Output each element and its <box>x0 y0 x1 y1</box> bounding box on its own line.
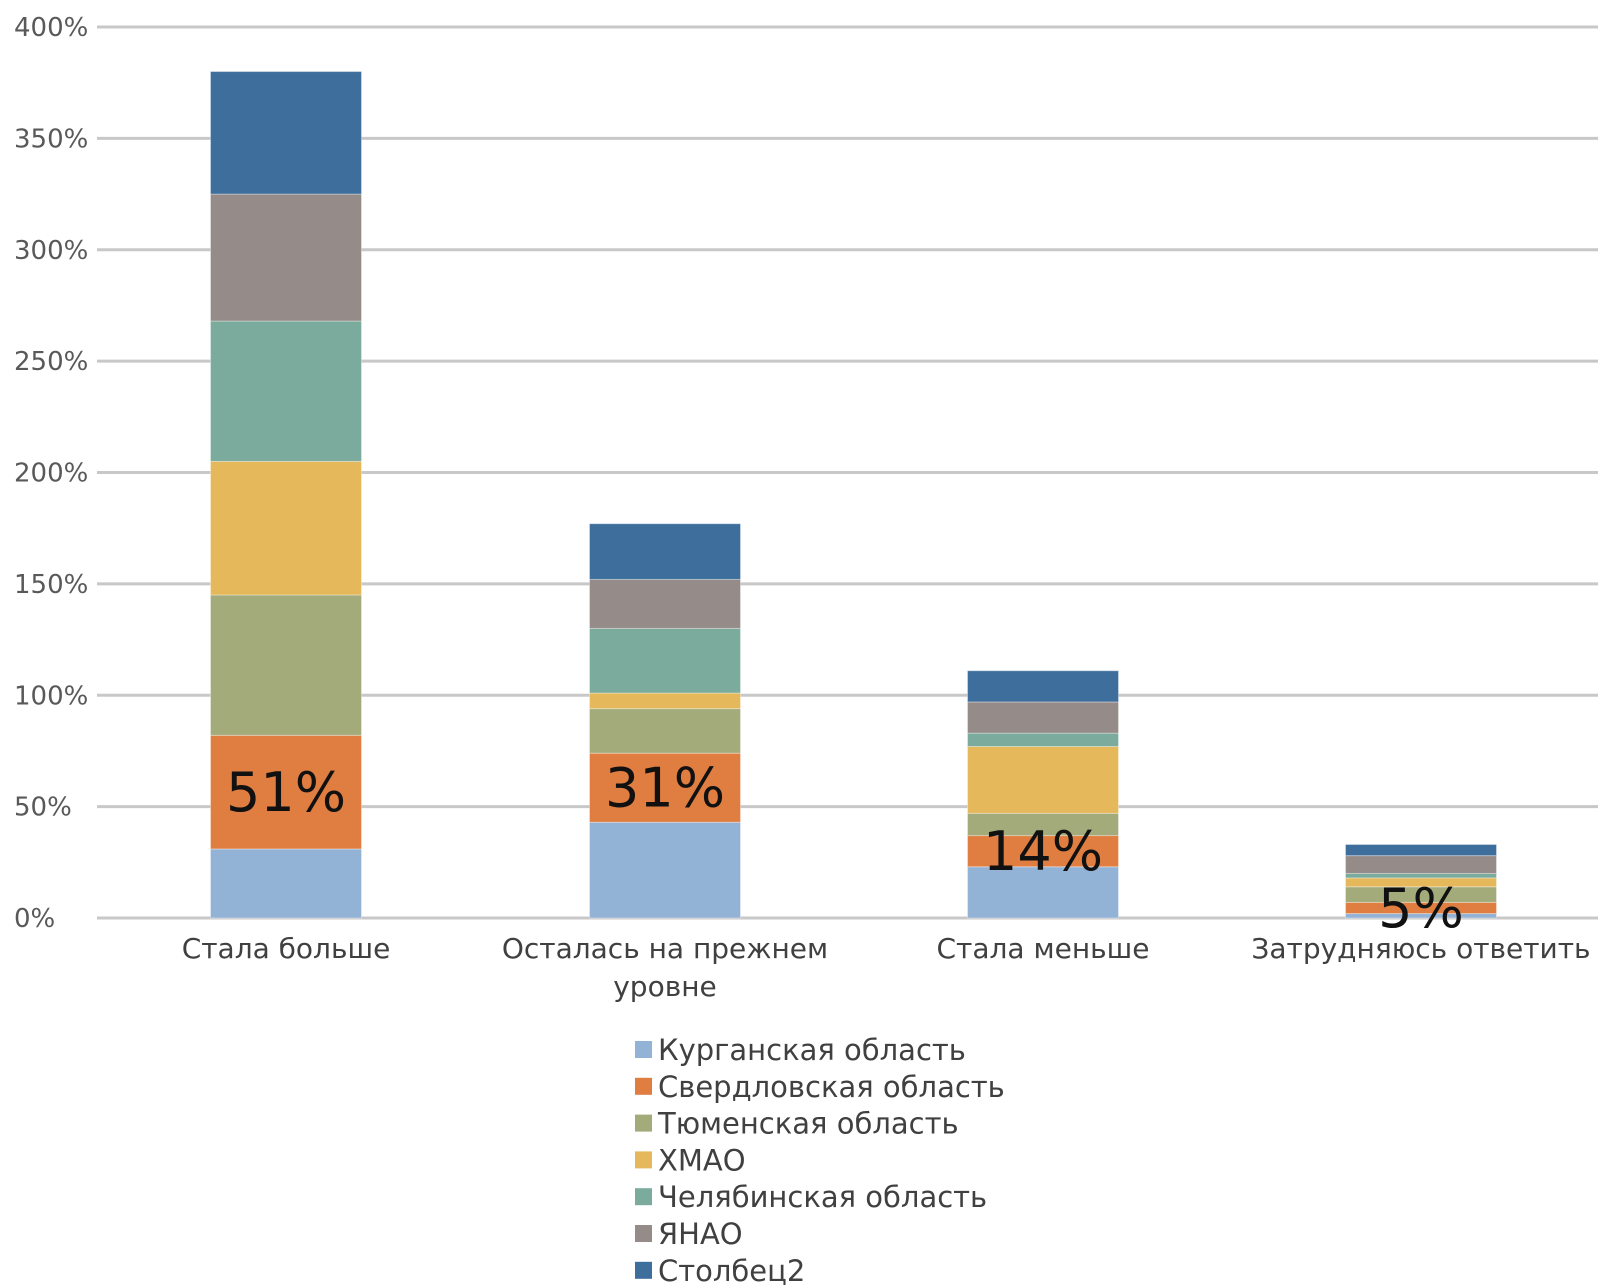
bar-segment <box>967 701 1119 734</box>
bar-segment <box>589 627 741 694</box>
bar-segment <box>967 670 1119 703</box>
bar-segment <box>589 523 741 580</box>
bar-segment <box>210 734 362 850</box>
bar-segment <box>967 732 1119 747</box>
legend-entry: Столбец2 <box>658 1254 805 1287</box>
data-label: 51% <box>226 761 346 824</box>
x-category-label: Стала меньше <box>937 932 1150 965</box>
bar-segment <box>210 320 362 462</box>
x-category-label: Осталась на прежнем <box>502 932 828 965</box>
legend-entry: Курганская область <box>658 1033 966 1067</box>
bar-segment <box>967 745 1119 814</box>
y-tick-label: 200% <box>14 459 88 489</box>
bar-segment <box>210 460 362 596</box>
legend-swatch <box>635 1041 652 1058</box>
legend-entry: Челябинская область <box>658 1180 987 1214</box>
bar-segment <box>589 752 741 823</box>
x-category-label: Стала больше <box>182 932 391 965</box>
legend-swatch <box>635 1077 652 1095</box>
y-tick-label: 100% <box>14 681 88 711</box>
data-labels: 51% 31% 14% 5% <box>226 757 1464 940</box>
bar-segment <box>1345 843 1497 857</box>
y-tick-label: 50% <box>14 793 72 823</box>
legend-swatch <box>635 1188 652 1206</box>
bar-segment <box>1345 855 1497 874</box>
bar-segment <box>210 594 362 736</box>
x-axis: Стала больше Осталась на прежнем уровне Ста… <box>182 932 1591 1003</box>
y-tick-label: 300% <box>14 236 88 266</box>
legend-swatch <box>635 1261 652 1279</box>
legend-entry: Свердловская область <box>658 1070 1005 1104</box>
bar-segment <box>589 821 741 919</box>
bar-segment <box>210 848 362 919</box>
bar-segment <box>589 708 741 754</box>
legend-swatch <box>635 1114 652 1132</box>
bar-segment <box>210 71 362 195</box>
data-label: 14% <box>983 820 1103 883</box>
y-tick-label: 350% <box>14 124 88 154</box>
legend-entry: Тюменская область <box>657 1107 959 1141</box>
x-category-label: Затрудняюсь ответить <box>1251 932 1590 965</box>
x-category-label: уровне <box>613 970 717 1003</box>
data-label: 31% <box>605 757 725 820</box>
legend-entry: ХМАО <box>658 1143 746 1177</box>
bar-segment <box>589 578 741 629</box>
legend-swatch <box>635 1151 652 1169</box>
legend-swatch <box>635 1225 652 1242</box>
bar-segment <box>210 193 362 322</box>
bar-segment <box>967 835 1119 868</box>
data-label: 5% <box>1378 877 1464 940</box>
y-axis: 0% 50% 100% 150% 200% 250% 300% 350% 400% <box>14 13 88 934</box>
y-tick-label: 0% <box>14 904 55 934</box>
y-tick-label: 150% <box>14 570 88 600</box>
bars <box>210 71 1497 919</box>
legend-entry: ЯНАО <box>658 1217 743 1251</box>
bar-segment <box>589 692 741 710</box>
y-tick-label: 250% <box>14 347 88 377</box>
y-tick-label: 400% <box>14 13 88 43</box>
bar-segment <box>967 866 1119 919</box>
